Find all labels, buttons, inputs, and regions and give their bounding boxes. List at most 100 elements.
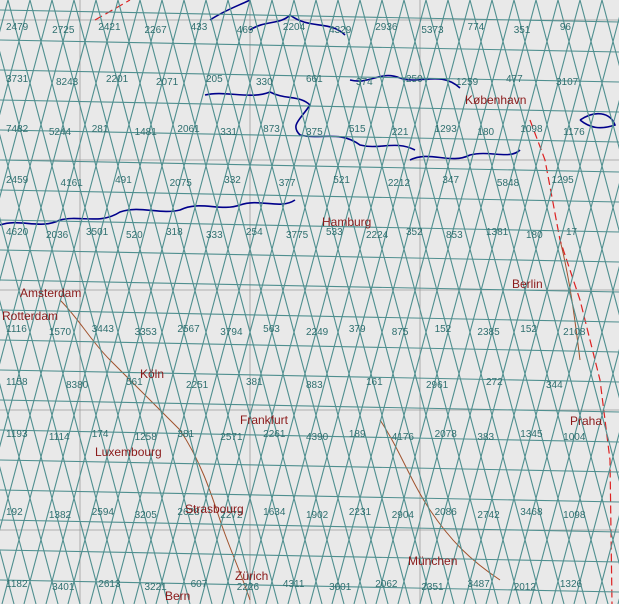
orbit-number: 1295 <box>551 175 574 186</box>
orbit-number: 469 <box>237 25 254 36</box>
orbit-number: 1004 <box>563 432 586 443</box>
orbit-number: 2351 <box>421 582 444 593</box>
track <box>375 0 537 604</box>
city-label: Strasbourg <box>185 502 244 516</box>
track <box>0 189 619 203</box>
orbit-number: 1116 <box>6 324 27 335</box>
orbit-number: 2267 <box>144 25 167 36</box>
orbit-number: 332 <box>224 175 241 186</box>
city-label: Luxembourg <box>95 445 162 459</box>
track <box>397 0 559 604</box>
orbit-number: 1182 <box>6 579 28 590</box>
track <box>0 489 619 503</box>
orbit-number: 254 <box>246 227 263 238</box>
track <box>0 216 103 604</box>
orbit-number: 2071 <box>156 77 179 88</box>
track <box>557 0 619 233</box>
orbit-number: 433 <box>191 22 208 33</box>
track <box>73 0 235 604</box>
track <box>403 0 565 604</box>
orbit-number: 515 <box>349 124 366 135</box>
orbit-number: 4176 <box>392 432 415 443</box>
orbit-number: 2594 <box>92 507 115 518</box>
orbit-number: 377 <box>279 178 296 189</box>
track <box>0 429 619 443</box>
track <box>0 299 81 604</box>
city-label: Hamburg <box>322 215 371 229</box>
orbit-number: 347 <box>442 175 459 186</box>
orbit-number: 1114 <box>49 432 70 443</box>
orbit-number: 205 <box>206 74 223 85</box>
city-label: Köln <box>140 367 164 381</box>
orbit-number: 221 <box>392 127 409 138</box>
track <box>315 0 477 604</box>
orbit-number: 7482 <box>6 124 29 135</box>
orbit-number: 3487 <box>468 579 491 590</box>
orbit-number: 381 <box>177 429 194 440</box>
orbit-number: 2742 <box>477 510 500 521</box>
track <box>0 0 97 365</box>
city-label: Rotterdam <box>2 309 58 323</box>
orbit-number: 1293 <box>435 124 458 135</box>
track <box>221 0 383 604</box>
track <box>447 0 609 604</box>
orbit-number: 352 <box>406 227 423 238</box>
track <box>0 129 619 143</box>
track <box>0 399 619 413</box>
orbit-number: 2201 <box>106 74 129 85</box>
orbit-number: 2936 <box>375 22 398 33</box>
track <box>381 0 543 604</box>
track <box>133 0 295 604</box>
track <box>579 0 619 150</box>
orbit-number: 607 <box>191 579 208 590</box>
orbit-number: 3775 <box>286 230 309 241</box>
track <box>0 219 619 233</box>
track <box>249 0 411 604</box>
orbit-number: 1176 <box>563 127 585 138</box>
orbit-number: 2012 <box>514 582 537 593</box>
orbit-number: 1381 <box>486 227 509 238</box>
labels: 2479 2725 2421 2267 433 469 2204 4329 2936 5373 77… <box>2 22 602 603</box>
city-label: Berlin <box>512 277 543 291</box>
orbit-number: 4311 <box>283 579 305 590</box>
orbit-number: 3221 <box>144 582 167 593</box>
track <box>0 39 619 53</box>
track <box>491 0 619 482</box>
orbit-number: 2251 <box>186 380 209 391</box>
orbit-number: 344 <box>546 380 563 391</box>
orbit-number: 774 <box>468 22 485 33</box>
orbit-number: 3001 <box>329 582 352 593</box>
track <box>0 249 619 263</box>
orbit-number: 2249 <box>306 327 329 338</box>
track <box>0 339 619 353</box>
track <box>0 0 119 448</box>
orbit-number: 3107 <box>556 77 579 88</box>
orbit-number: 318 <box>166 227 183 238</box>
orbit-number: 281 <box>92 124 109 135</box>
track <box>243 0 405 604</box>
orbit-number: 491 <box>115 175 132 186</box>
track <box>0 159 619 173</box>
track <box>485 99 619 604</box>
track <box>0 459 619 473</box>
track <box>1 0 163 604</box>
orbit-number: 1098 <box>520 124 543 135</box>
orbit-number: 2086 <box>435 507 458 518</box>
track <box>51 0 213 604</box>
orbit-number: 2212 <box>388 178 411 189</box>
track <box>0 519 619 533</box>
orbit-number: 3401 <box>52 582 75 593</box>
orbit-number: 5373 <box>421 25 444 36</box>
track <box>0 0 141 531</box>
orbit-number: 561 <box>126 377 143 388</box>
orbit-number: 3205 <box>135 510 158 521</box>
city-label: Praha <box>570 414 602 428</box>
orbit-number: 2961 <box>426 380 449 391</box>
track <box>89 0 251 604</box>
orbit-number: 1634 <box>263 507 286 518</box>
orbit-number: 189 <box>349 429 366 440</box>
orbit-number: 883 <box>306 380 323 391</box>
orbit-number: 1098 <box>563 510 586 521</box>
track <box>331 0 493 604</box>
